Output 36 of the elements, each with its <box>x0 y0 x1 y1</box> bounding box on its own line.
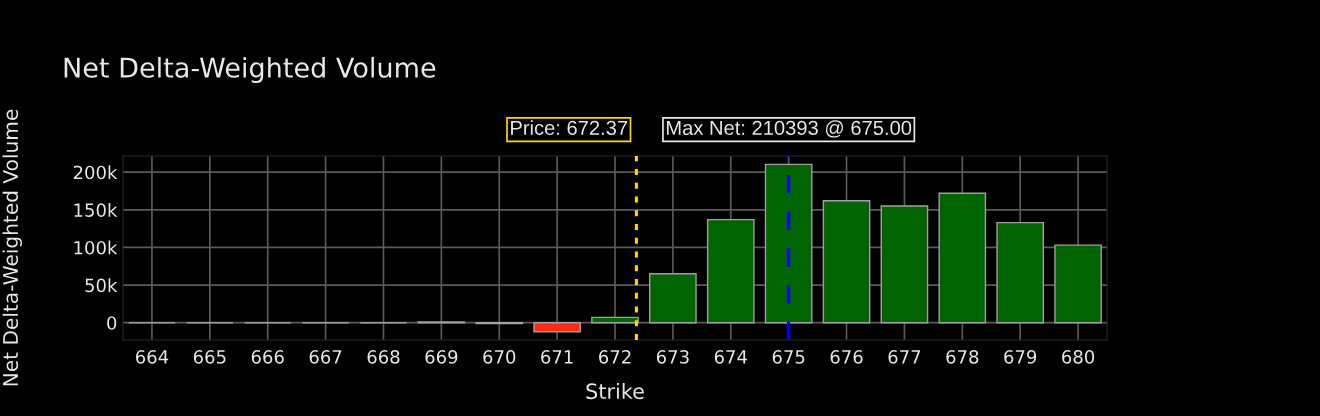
x-tick-label: 672 <box>599 350 631 364</box>
bar <box>996 221 1045 324</box>
y-tick-label: 200k <box>73 165 118 180</box>
chart-title: Net Delta-Weighted Volume <box>64 56 436 84</box>
bar <box>880 205 929 324</box>
y-axis-title: Net Delta-Weighted Volume <box>2 109 22 386</box>
x-tick-label: 671 <box>541 350 573 364</box>
bar <box>1054 244 1102 324</box>
x-axis-title: Strike <box>586 383 644 400</box>
x-tick-label: 673 <box>656 350 689 364</box>
x-tick-label: 674 <box>714 350 747 364</box>
bar <box>764 163 813 324</box>
ref-line-label: Price: 672.37 <box>511 120 628 136</box>
x-tick-label: 666 <box>251 350 284 364</box>
bar <box>533 321 581 333</box>
y-tick-label: 150k <box>74 202 118 217</box>
x-tick-label: 677 <box>888 350 921 364</box>
ref-line-label: Max Net: 210393 @ 675.00 <box>667 120 912 138</box>
bar <box>938 192 987 324</box>
x-tick-label: 680 <box>1062 350 1095 364</box>
x-tick-label: 664 <box>135 350 169 364</box>
y-tick-label: 0 <box>107 316 117 330</box>
x-tick-label: 678 <box>946 350 979 364</box>
bar <box>822 200 871 324</box>
x-tick-label: 676 <box>830 350 863 364</box>
y-tick-label: 100k <box>74 240 118 255</box>
y-tick-label: 50k <box>85 278 118 293</box>
x-tick-label: 668 <box>367 350 400 364</box>
x-tick-label: 667 <box>309 350 342 364</box>
x-tick-label: 669 <box>425 350 458 364</box>
bar <box>649 273 697 324</box>
bar <box>706 218 755 324</box>
x-tick-label: 670 <box>483 350 516 364</box>
x-tick-label: 675 <box>772 350 805 364</box>
x-tick-label: 679 <box>1004 350 1037 364</box>
x-tick-label: 665 <box>193 350 226 364</box>
